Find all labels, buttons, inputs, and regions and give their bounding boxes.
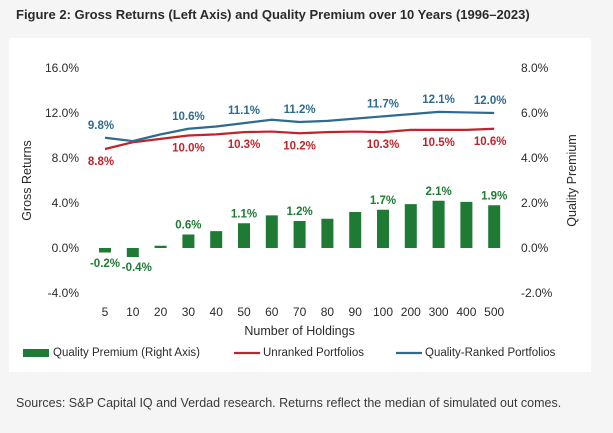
legend-label-quality-ranked: Quality-Ranked Portfolios: [425, 347, 556, 359]
unranked-label: 8.8%: [88, 156, 114, 168]
quality-premium-bar: [404, 204, 417, 248]
chart: 16.0% 12.0% 8.0% 4.0% 0.0% -4.0% 8.0% 6.0% 4.0% 2…: [20, 61, 579, 359]
legend-label-quality-premium: Quality Premium (Right Axis): [53, 347, 200, 359]
right-axis-tick: -2.0%: [521, 286, 553, 300]
right-axis-tick: 4.0%: [521, 151, 549, 165]
quality-ranked-label: 9.8%: [88, 120, 114, 132]
quality-premium-bar: [265, 215, 278, 248]
quality-premium-label: 1.1%: [231, 208, 257, 220]
quality-premium-bar: [154, 245, 167, 248]
unranked-label: 10.2%: [283, 140, 316, 152]
left-axis-tick: 0.0%: [52, 241, 80, 255]
unranked-label: 10.3%: [228, 139, 261, 151]
chart-card: 16.0% 12.0% 8.0% 4.0% 0.0% -4.0% 8.0% 6.0% 4.0% 2…: [9, 38, 591, 372]
unranked-label: 10.3%: [367, 139, 400, 151]
quality-premium-bar: [460, 201, 473, 248]
left-axis-tick: -4.0%: [48, 286, 80, 300]
legend-bar-swatch: [23, 349, 49, 357]
x-axis-tick: 500: [484, 305, 504, 319]
quality-premium-label: 1.2%: [286, 206, 312, 218]
quality-premium-bar: [349, 212, 362, 248]
x-axis-tick: 30: [182, 305, 196, 319]
right-axis-tick: 6.0%: [521, 106, 549, 120]
unranked-label: 10.6%: [474, 136, 507, 148]
unranked-label: 10.5%: [422, 137, 455, 149]
right-axis-title: Quality Premium: [565, 134, 579, 226]
quality-premium-bar: [99, 248, 111, 253]
quality-ranked-label: 12.1%: [422, 94, 455, 106]
quality-premium-label: 0.6%: [175, 220, 201, 232]
quality-ranked-label: 12.0%: [474, 95, 507, 107]
unranked-label: 10.0%: [172, 143, 205, 155]
left-axis-tick: 4.0%: [52, 196, 80, 210]
right-axis-tick: 8.0%: [521, 61, 549, 75]
quality-ranked-label: 11.7%: [367, 98, 399, 110]
x-axis-title: Number of Holdings: [244, 324, 354, 338]
x-axis-tick: 10: [126, 305, 140, 319]
x-axis-tick: 5: [102, 305, 109, 319]
quality-ranked-portfolios-line: [104, 110, 495, 143]
right-axis-tick: 2.0%: [521, 196, 549, 210]
sources-note: Sources: S&P Capital IQ and Verdad resea…: [16, 396, 562, 410]
x-axis-tick: 80: [321, 305, 335, 319]
unranked-portfolios-line: [104, 127, 495, 151]
quality-ranked-label: 11.2%: [284, 104, 316, 116]
quality-premium-bar: [238, 223, 250, 248]
x-axis-tick: 300: [429, 305, 449, 319]
quality-premium-bar: [182, 234, 195, 248]
quality-premium-bar: [210, 231, 223, 248]
quality-premium-label: 1.7%: [370, 195, 396, 207]
left-axis-tick: 12.0%: [45, 106, 79, 120]
quality-premium-bar: [293, 221, 306, 248]
quality-premium-bar: [432, 200, 445, 248]
x-axis-tick: 400: [456, 305, 476, 319]
x-axis-tick: 100: [373, 305, 393, 319]
figure-title: Figure 2: Gross Returns (Left Axis) and …: [16, 7, 530, 22]
x-axis-tick: 60: [265, 305, 279, 319]
x-axis-tick: 70: [293, 305, 307, 319]
quality-premium-label: -0.2%: [90, 258, 120, 270]
quality-premium-bar: [126, 248, 139, 257]
legend-label-unranked: Unranked Portfolios: [263, 347, 364, 359]
left-axis-tick: 16.0%: [45, 61, 79, 75]
x-axis-tick: 200: [401, 305, 421, 319]
quality-premium-bar: [321, 218, 334, 248]
left-axis-title: Gross Returns: [20, 140, 34, 221]
quality-premium-label: 2.1%: [425, 186, 451, 198]
quality-premium-label: 1.9%: [481, 190, 507, 202]
quality-premium-label: -0.4%: [122, 262, 152, 274]
quality-premium-bar: [488, 205, 501, 248]
x-axis-tick: 50: [237, 305, 251, 319]
right-axis-tick: 0.0%: [521, 241, 549, 255]
quality-ranked-label: 11.1%: [228, 105, 260, 117]
left-axis-tick: 8.0%: [52, 151, 80, 165]
quality-ranked-label: 10.6%: [172, 111, 205, 123]
quality-premium-bar: [377, 209, 389, 248]
x-axis-tick: 40: [210, 305, 224, 319]
x-axis-tick: 90: [349, 305, 363, 319]
x-axis-tick: 20: [154, 305, 168, 319]
